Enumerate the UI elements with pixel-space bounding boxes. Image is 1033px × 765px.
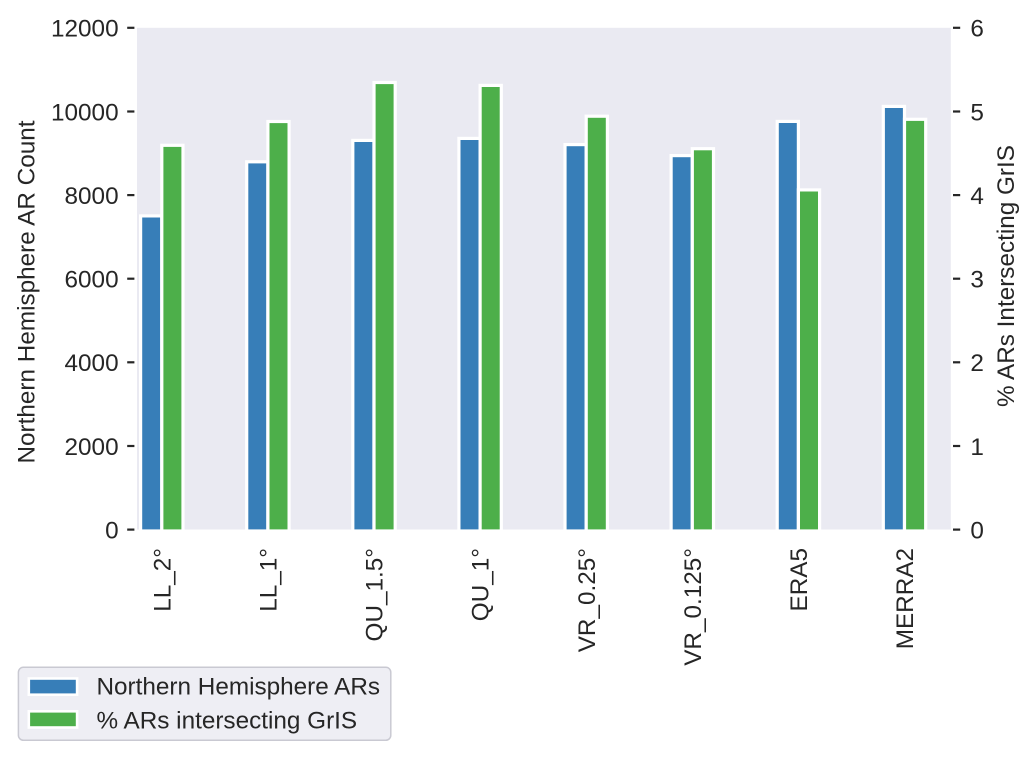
svg-text:LL_1°: LL_1°: [256, 548, 283, 612]
svg-text:2000: 2000: [65, 434, 119, 461]
svg-text:0: 0: [970, 517, 984, 544]
svg-text:QU_1.5°: QU_1.5°: [362, 548, 389, 641]
svg-text:4000: 4000: [65, 350, 119, 377]
svg-text:QU_1°: QU_1°: [468, 548, 495, 621]
svg-text:LL_2°: LL_2°: [149, 548, 176, 612]
svg-text:1: 1: [970, 434, 984, 461]
svg-text:3: 3: [970, 267, 984, 294]
svg-text:4: 4: [970, 183, 984, 210]
svg-text:12000: 12000: [51, 16, 119, 43]
svg-text:Northern Hemisphere ARs: Northern Hemisphere ARs: [97, 674, 381, 701]
svg-text:6000: 6000: [65, 267, 119, 294]
svg-text:VR_0.125°: VR_0.125°: [680, 548, 707, 666]
svg-text:6: 6: [970, 16, 984, 43]
svg-text:Northern Hemisphere AR Count: Northern Hemisphere AR Count: [14, 120, 41, 463]
svg-text:VR_0.25°: VR_0.25°: [574, 548, 601, 652]
svg-text:10000: 10000: [51, 99, 119, 126]
svg-text:% ARs Intersecting GrIS: % ARs Intersecting GrIS: [993, 145, 1020, 407]
svg-text:5: 5: [970, 99, 984, 126]
svg-text:% ARs intersecting GrIS: % ARs intersecting GrIS: [97, 707, 358, 734]
svg-text:2: 2: [970, 350, 984, 377]
svg-text:ERA5: ERA5: [786, 548, 813, 611]
svg-text:0: 0: [105, 517, 119, 544]
svg-text:8000: 8000: [65, 183, 119, 210]
svg-text:MERRA2: MERRA2: [892, 548, 919, 649]
